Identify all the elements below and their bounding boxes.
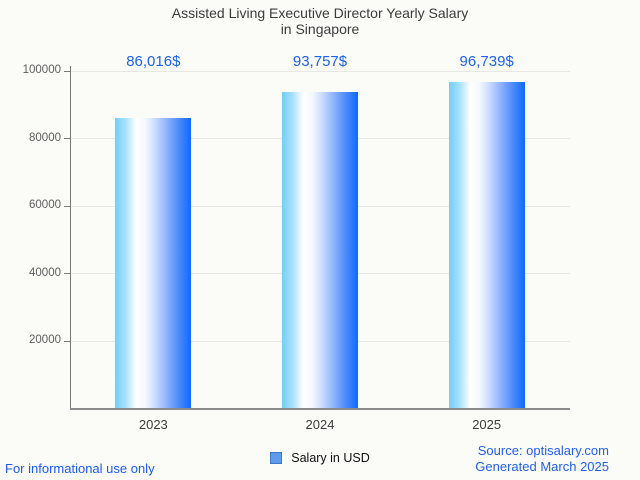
legend-swatch-icon	[270, 452, 283, 464]
bar-value-label: 86,016$	[126, 53, 181, 70]
chart-legend: Salary in USD	[0, 451, 640, 465]
x-axis-category-label: 2025	[472, 417, 502, 432]
y-axis-tick-label: 60000	[29, 199, 61, 212]
y-axis-tick	[64, 205, 70, 207]
salary-bar-2025	[448, 82, 525, 408]
x-axis-category-label: 2024	[305, 417, 335, 432]
y-axis-tick-label: 20000	[29, 334, 61, 347]
y-axis-line	[70, 66, 71, 409]
generated-date-line: Generated March 2025	[475, 458, 609, 474]
legend-label: Salary in USD	[291, 451, 370, 465]
y-axis-tick	[64, 340, 70, 342]
y-axis-tick-label: 100000	[22, 64, 61, 76]
salary-bar-2023	[115, 118, 192, 408]
gridline	[70, 70, 570, 72]
chart-title-line2: in Singapore	[280, 21, 360, 37]
bar-value-label: 93,757$	[292, 53, 348, 70]
y-axis-tick	[64, 273, 70, 275]
chart-title-line1: Assisted Living Executive Director Yearl…	[171, 5, 469, 21]
bar-value-label: 96,739$	[459, 53, 514, 70]
y-axis-tick	[64, 70, 70, 72]
y-axis-tick-label: 40000	[29, 266, 61, 279]
source-line: Source: optisalary.com	[477, 443, 609, 458]
salary-bar-2024	[282, 92, 358, 408]
source-attribution: Source: optisalary.com Generated March 2…	[475, 443, 609, 474]
y-axis-tick-label: 80000	[29, 131, 61, 144]
x-axis-line	[70, 408, 570, 410]
chart-title: Assisted Living Executive Director Yearl…	[0, 5, 640, 37]
disclaimer-text: For informational use only	[5, 461, 155, 476]
x-axis-category-label: 2023	[138, 417, 168, 432]
y-axis-tick	[64, 138, 70, 140]
